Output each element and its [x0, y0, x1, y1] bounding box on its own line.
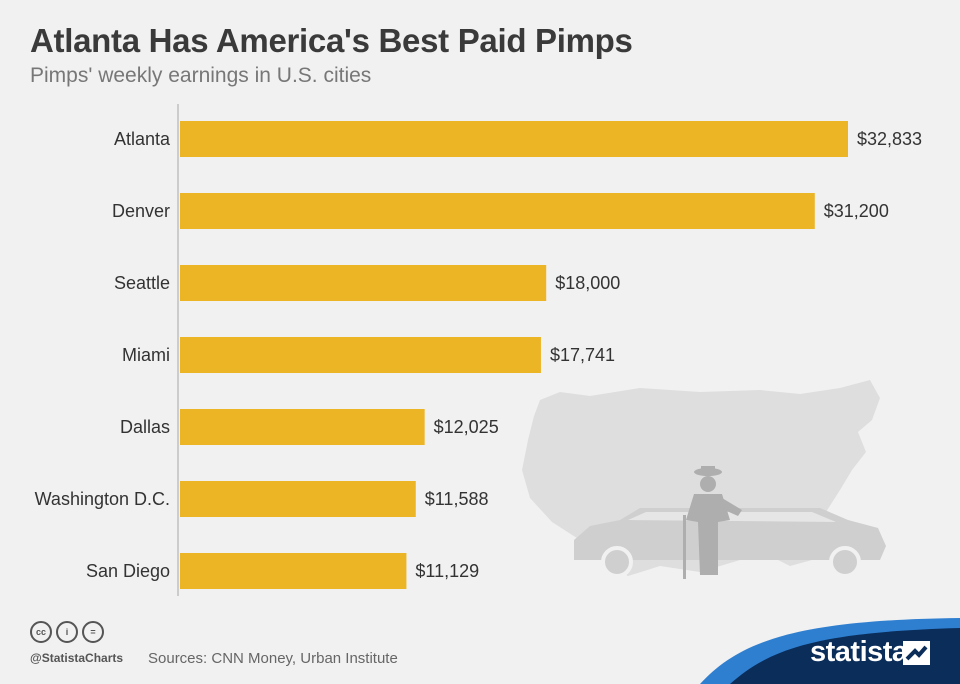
category-label: Seattle	[114, 273, 170, 293]
value-label: $31,200	[824, 201, 889, 221]
bar[interactable]	[180, 481, 416, 517]
pimp-figure-silhouette	[683, 466, 742, 579]
source-note: Sources: CNN Money, Urban Institute	[148, 650, 398, 667]
chart-title: Atlanta Has America's Best Paid Pimps	[30, 22, 633, 59]
statista-handle[interactable]: @StatistaCharts	[30, 651, 124, 665]
category-label: Miami	[122, 345, 170, 365]
value-label: $32,833	[857, 129, 922, 149]
bar[interactable]	[180, 121, 848, 157]
value-label: $18,000	[555, 273, 620, 293]
license-icons: cc i =	[30, 621, 104, 643]
chart-subtitle: Pimps' weekly earnings in U.S. cities	[30, 64, 372, 87]
statista-logo-text[interactable]: statista	[810, 636, 908, 668]
by-icon: i	[56, 621, 78, 643]
bar[interactable]	[180, 337, 541, 373]
statista-logo-icon	[903, 641, 930, 665]
bar[interactable]	[180, 553, 407, 589]
bar[interactable]	[180, 409, 425, 445]
limousine-silhouette	[574, 508, 886, 578]
value-label: $11,129	[415, 561, 479, 581]
cc-icon: cc	[30, 621, 52, 643]
category-label: San Diego	[86, 561, 170, 581]
nd-icon: =	[82, 621, 104, 643]
bar[interactable]	[180, 265, 547, 301]
category-label: Dallas	[120, 417, 170, 437]
category-label: Washington D.C.	[35, 489, 170, 509]
value-label: $17,741	[550, 345, 615, 365]
category-label: Atlanta	[114, 129, 171, 149]
value-label: $11,588	[425, 489, 489, 509]
value-label: $12,025	[434, 417, 499, 437]
category-label: Denver	[112, 201, 170, 221]
bar-chart: Atlanta $32,833 Denver $31,200 Seattle $18,00…	[35, 104, 922, 596]
bar[interactable]	[180, 193, 815, 229]
bars-group: Atlanta $32,833 Denver $31,200 Seattle $18,00…	[35, 121, 922, 589]
